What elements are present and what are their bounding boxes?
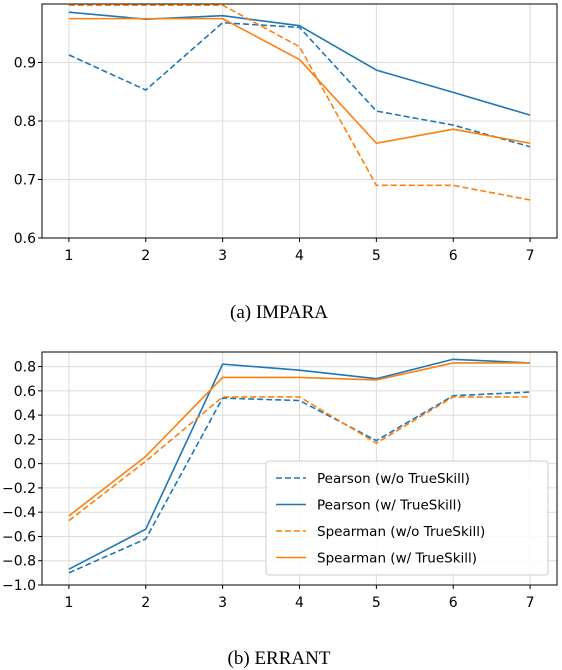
x-tick-label: 3 [218,595,227,611]
chart-impara: 0.6 0.7 0.8 0.9 1 2 3 4 5 6 7 [14,3,558,264]
x-tick-label: 7 [526,595,535,611]
y-tick-label: −0.6 [2,529,36,545]
y-tick-label: −0.2 [2,481,36,497]
legend-entry: Spearman (w/o TrueSkill) [317,524,485,540]
y-tick-label: 0.8 [14,360,36,376]
legend: Pearson (w/o TrueSkill) Pearson (w/ TrueS… [265,460,549,576]
caption-impara: (a) IMPARA [230,302,328,323]
legend-entry: Spearman (w/ TrueSkill) [317,551,477,567]
y-tick-label: −1.0 [2,578,36,594]
x-tick-label: 5 [372,595,381,611]
y-tick-label: 0.7 [14,173,36,189]
y-tick-label: −0.8 [2,554,36,570]
y-tick-label: 0.2 [14,432,36,448]
y-tick-label: 0.0 [14,457,36,473]
legend-entry: Pearson (w/ TrueSkill) [317,498,462,514]
x-tick-label: 1 [64,595,73,611]
series-line-1 [68,21,531,148]
x-tick-label: 2 [141,595,150,611]
series-line-3 [68,4,531,201]
x-tick-label: 5 [372,248,381,264]
x-tick-label: 7 [526,248,535,264]
legend-box [265,460,549,576]
x-tick-label: 6 [449,248,458,264]
y-tick-label: −0.4 [2,505,36,521]
x-tick-label: 4 [295,595,304,611]
x-tick-label: 3 [218,248,227,264]
y-tick-label: 0.9 [14,56,36,72]
y-tick-label: 0.8 [14,114,36,130]
legend-entry: Pearson (w/o TrueSkill) [317,471,470,487]
y-tick-label: 0.6 [14,384,36,400]
chart-errant: −1.0 −0.8 −0.6 −0.4 −0.2 0.0 0.2 0.4 0.6 0.8 1 2 3 4 5… [2,351,558,611]
x-tick-label: 6 [449,595,458,611]
series-line-2 [68,358,531,570]
x-tick-label: 1 [64,248,73,264]
caption-errant: (b) ERRANT [228,648,331,669]
series-line-3 [68,396,531,522]
y-tick-label: 0.4 [14,408,36,424]
y-tick-label: 0.6 [14,231,36,247]
series-line-4 [68,17,531,145]
series-line-1 [68,391,531,574]
x-tick-label: 2 [141,248,150,264]
x-tick-label: 4 [295,248,304,264]
series-line-4 [68,362,531,517]
